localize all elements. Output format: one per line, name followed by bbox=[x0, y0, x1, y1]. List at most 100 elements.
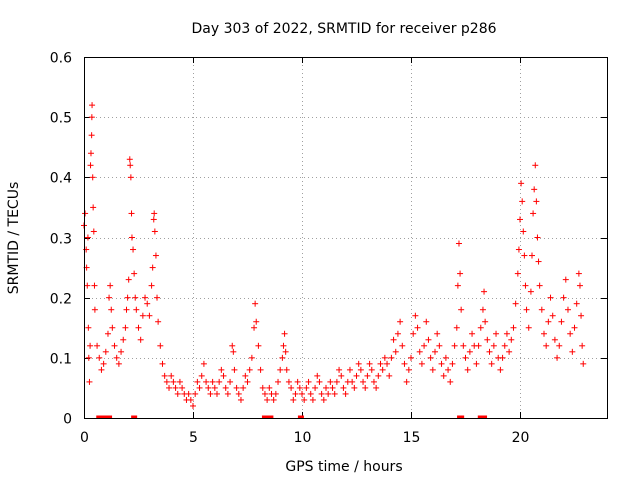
data-point bbox=[301, 396, 308, 403]
data-point bbox=[527, 288, 534, 295]
x-tick-label: 5 bbox=[189, 430, 198, 446]
data-point bbox=[410, 330, 417, 337]
data-point bbox=[567, 330, 574, 337]
data-point bbox=[174, 390, 181, 397]
data-point bbox=[88, 132, 95, 139]
data-point bbox=[224, 390, 231, 397]
data-point bbox=[392, 348, 399, 355]
data-point bbox=[303, 384, 310, 391]
data-point bbox=[312, 384, 319, 391]
data-point bbox=[126, 156, 133, 163]
data-point bbox=[486, 348, 493, 355]
data-point bbox=[351, 384, 358, 391]
data-point bbox=[90, 204, 97, 211]
data-point bbox=[266, 384, 273, 391]
data-point bbox=[124, 294, 131, 301]
data-point bbox=[130, 246, 137, 253]
data-point bbox=[535, 258, 542, 265]
data-point bbox=[216, 378, 223, 385]
data-point bbox=[123, 306, 130, 313]
data-point bbox=[520, 228, 527, 235]
data-point bbox=[285, 378, 292, 385]
data-point bbox=[146, 312, 153, 319]
data-point bbox=[125, 276, 132, 283]
data-point bbox=[482, 318, 489, 325]
data-point bbox=[257, 366, 264, 373]
data-point bbox=[85, 354, 92, 361]
data-point bbox=[107, 282, 114, 289]
data-point bbox=[578, 312, 585, 319]
data-point bbox=[418, 360, 425, 367]
data-point bbox=[338, 372, 345, 379]
data-point bbox=[530, 210, 537, 217]
data-point bbox=[144, 300, 151, 307]
data-point bbox=[251, 324, 258, 331]
data-point bbox=[580, 360, 587, 367]
data-point bbox=[290, 396, 297, 403]
data-point bbox=[127, 162, 134, 169]
data-point bbox=[536, 282, 543, 289]
data-point bbox=[579, 342, 586, 349]
data-point bbox=[429, 366, 436, 373]
data-point bbox=[453, 324, 460, 331]
data-point bbox=[142, 294, 149, 301]
data-point bbox=[187, 396, 194, 403]
data-point bbox=[381, 354, 388, 361]
data-point bbox=[349, 378, 356, 385]
data-point bbox=[255, 342, 262, 349]
data-point bbox=[551, 336, 558, 343]
data-point bbox=[264, 396, 271, 403]
y-tick-label: 0.2 bbox=[50, 292, 72, 308]
data-point bbox=[196, 384, 203, 391]
data-point bbox=[84, 234, 91, 241]
data-point bbox=[282, 348, 289, 355]
data-point bbox=[386, 372, 393, 379]
data-point bbox=[176, 378, 183, 385]
y-tick-label: 0.3 bbox=[50, 232, 72, 248]
data-point bbox=[230, 348, 237, 355]
data-point bbox=[104, 330, 111, 337]
data-point bbox=[368, 366, 375, 373]
data-point bbox=[322, 384, 329, 391]
data-point bbox=[451, 342, 458, 349]
data-point bbox=[91, 306, 98, 313]
data-point bbox=[545, 318, 552, 325]
data-point bbox=[512, 300, 519, 307]
data-point bbox=[280, 342, 287, 349]
data-point bbox=[179, 384, 186, 391]
data-point bbox=[475, 342, 482, 349]
data-point bbox=[318, 390, 325, 397]
x-tick-label: 0 bbox=[80, 430, 89, 446]
data-point bbox=[294, 378, 301, 385]
data-point bbox=[218, 366, 225, 373]
data-point bbox=[127, 174, 134, 181]
data-point bbox=[457, 270, 464, 277]
data-point bbox=[149, 264, 156, 271]
data-point bbox=[401, 360, 408, 367]
data-point bbox=[449, 360, 456, 367]
data-point bbox=[554, 354, 561, 361]
data-point bbox=[131, 270, 138, 277]
data-point bbox=[96, 354, 103, 361]
data-point bbox=[106, 294, 113, 301]
data-point bbox=[503, 330, 510, 337]
data-point bbox=[203, 378, 210, 385]
data-point bbox=[576, 282, 583, 289]
data-point bbox=[320, 396, 327, 403]
data-point bbox=[157, 342, 164, 349]
data-point bbox=[213, 390, 220, 397]
data-point bbox=[166, 384, 173, 391]
data-point bbox=[229, 342, 236, 349]
data-point bbox=[508, 336, 515, 343]
chart-title: Day 303 of 2022, SRMTID for receiver p28… bbox=[191, 21, 496, 37]
data-point bbox=[170, 378, 177, 385]
data-point bbox=[466, 348, 473, 355]
data-point bbox=[128, 234, 135, 241]
data-point bbox=[447, 378, 454, 385]
data-point bbox=[342, 390, 349, 397]
data-point bbox=[259, 384, 266, 391]
data-point bbox=[434, 330, 441, 337]
x-tick-label: 15 bbox=[403, 430, 421, 446]
data-point bbox=[151, 210, 158, 217]
data-point bbox=[211, 384, 218, 391]
